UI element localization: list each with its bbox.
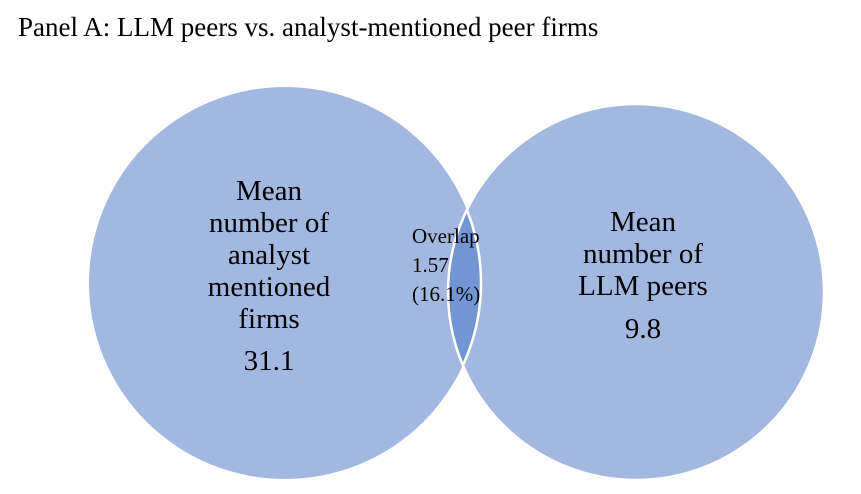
left-set-value: 31.1	[243, 345, 295, 377]
right-circle-outline	[446, 102, 826, 482]
right-label-line: LLM peers	[578, 270, 708, 302]
overlap-value: 1.57	[412, 253, 449, 277]
right-set-label: Mean number of LLM peers	[553, 206, 733, 302]
right-label-line: Mean	[609, 206, 677, 238]
panel-title: Panel A: LLM peers vs. analyst-mentioned…	[18, 12, 599, 42]
left-circle	[89, 87, 481, 479]
left-circle-outline	[448, 104, 483, 480]
left-label-line: firms	[238, 303, 300, 335]
overlap-label: Overlap 1.57 (16.1%)	[412, 222, 480, 309]
left-label-line: Mean	[235, 175, 303, 207]
left-set-label: Mean number of analyst mentioned firms	[184, 175, 354, 335]
left-label-line: number of	[209, 207, 329, 239]
overlap-title: Overlap	[412, 224, 480, 248]
right-set-value: 9.8	[624, 313, 662, 345]
left-label-line: mentioned	[207, 271, 331, 303]
right-label-line: number of	[583, 238, 703, 270]
left-label-line: analyst	[227, 239, 311, 271]
overlap-percent: (16.1%)	[412, 282, 481, 306]
right-circle	[448, 104, 824, 480]
